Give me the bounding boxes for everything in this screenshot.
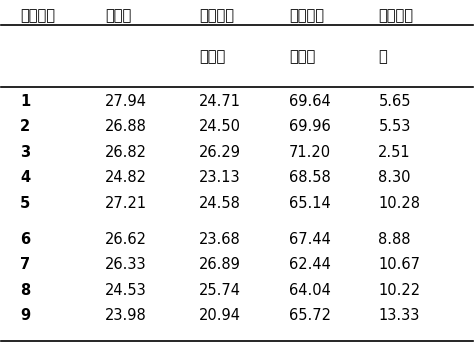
Text: 2: 2	[20, 119, 30, 135]
Text: 64.04: 64.04	[289, 283, 331, 298]
Text: 性: 性	[378, 49, 387, 64]
Text: 选择性: 选择性	[199, 49, 226, 64]
Text: 2.51: 2.51	[378, 145, 411, 160]
Text: 10.67: 10.67	[378, 257, 420, 272]
Text: 5.53: 5.53	[378, 119, 411, 135]
Text: 3: 3	[20, 145, 30, 160]
Text: 5: 5	[20, 195, 30, 211]
Text: 13.33: 13.33	[378, 308, 420, 323]
Text: 6: 6	[20, 232, 30, 247]
Text: 71.20: 71.20	[289, 145, 331, 160]
Text: 1: 1	[20, 94, 30, 109]
Text: 69.96: 69.96	[289, 119, 330, 135]
Text: 4: 4	[20, 170, 30, 185]
Text: 26.29: 26.29	[199, 145, 241, 160]
Text: 26.88: 26.88	[105, 119, 147, 135]
Text: 苯醌选择: 苯醌选择	[378, 8, 413, 23]
Text: 邻苯二酚: 邻苯二酚	[199, 8, 234, 23]
Text: 69.64: 69.64	[289, 94, 330, 109]
Text: 5.65: 5.65	[378, 94, 411, 109]
Text: 24.82: 24.82	[105, 170, 147, 185]
Text: 7: 7	[20, 257, 30, 272]
Text: 65.72: 65.72	[289, 308, 331, 323]
Text: 68.58: 68.58	[289, 170, 330, 185]
Text: 23.98: 23.98	[105, 308, 147, 323]
Text: 24.71: 24.71	[199, 94, 241, 109]
Text: 10.28: 10.28	[378, 195, 420, 211]
Text: 对苯二酚: 对苯二酚	[289, 8, 324, 23]
Text: 26.89: 26.89	[199, 257, 241, 272]
Text: 23.68: 23.68	[199, 232, 241, 247]
Text: 20.94: 20.94	[199, 308, 241, 323]
Text: 23.13: 23.13	[199, 170, 241, 185]
Text: 8: 8	[20, 283, 30, 298]
Text: 62.44: 62.44	[289, 257, 331, 272]
Text: 24.58: 24.58	[199, 195, 241, 211]
Text: 循环次数: 循环次数	[20, 8, 55, 23]
Text: 26.82: 26.82	[105, 145, 147, 160]
Text: 24.53: 24.53	[105, 283, 147, 298]
Text: 转化率: 转化率	[105, 8, 131, 23]
Text: 选择性: 选择性	[289, 49, 315, 64]
Text: 25.74: 25.74	[199, 283, 241, 298]
Text: 24.50: 24.50	[199, 119, 241, 135]
Text: 26.33: 26.33	[105, 257, 146, 272]
Text: 27.21: 27.21	[105, 195, 147, 211]
Text: 8.88: 8.88	[378, 232, 411, 247]
Text: 27.94: 27.94	[105, 94, 147, 109]
Text: 26.62: 26.62	[105, 232, 147, 247]
Text: 65.14: 65.14	[289, 195, 330, 211]
Text: 8.30: 8.30	[378, 170, 411, 185]
Text: 67.44: 67.44	[289, 232, 331, 247]
Text: 9: 9	[20, 308, 30, 323]
Text: 10.22: 10.22	[378, 283, 420, 298]
